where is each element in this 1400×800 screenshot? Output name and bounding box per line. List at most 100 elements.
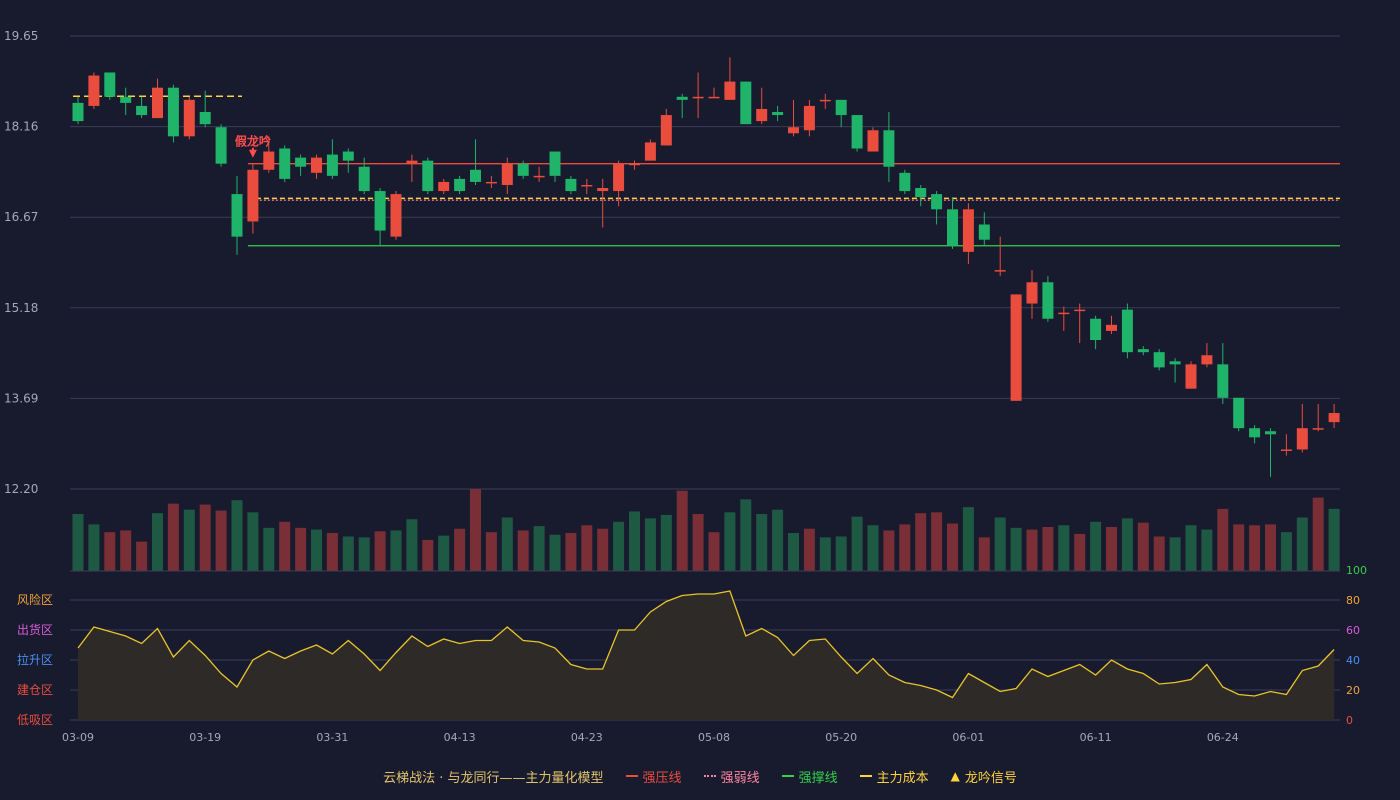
candle-body	[740, 81, 752, 125]
x-tick-label: 03-09	[62, 731, 94, 744]
volume-bar	[708, 532, 720, 571]
osc-zone-label: 拉升区	[17, 652, 53, 667]
volume-bar	[326, 533, 338, 571]
candle-body	[390, 194, 402, 237]
volume-bar	[1153, 536, 1165, 571]
osc-zone-label: 风险区	[17, 592, 53, 607]
candle-body	[819, 99, 831, 102]
candle-body	[613, 163, 625, 192]
candle-body	[533, 175, 545, 178]
candle-body	[581, 184, 593, 187]
candle-body	[1153, 352, 1165, 368]
candle-body	[931, 194, 943, 210]
x-tick-label: 03-31	[316, 731, 348, 744]
candle-body	[88, 75, 100, 106]
volume-bar	[438, 535, 450, 571]
volume-bar	[1137, 522, 1149, 571]
legend-support-label: 强撑线	[798, 770, 838, 786]
legend-cost-label: 主力成本	[876, 770, 929, 786]
volume-bar	[819, 537, 831, 571]
volume-bar	[311, 529, 322, 571]
price-tick-label: 16.67	[4, 210, 38, 224]
candle-body	[549, 151, 561, 176]
candle-body	[644, 142, 656, 161]
x-tick-label: 06-24	[1207, 731, 1239, 744]
x-tick-label: 06-11	[1080, 731, 1112, 744]
volume-bar	[1296, 517, 1308, 571]
legend-pressure-label: 强压线	[642, 770, 682, 786]
volume-bar	[676, 490, 688, 571]
x-tick-label: 06-01	[952, 731, 984, 744]
volume-bar	[660, 514, 672, 571]
osc-tick-label: 20	[1346, 684, 1360, 697]
weak-line-swatch	[703, 775, 716, 777]
volume-bar	[1312, 497, 1324, 571]
legend-cost[interactable]: 主力成本	[859, 767, 929, 786]
osc-tick-label: 40	[1346, 654, 1360, 667]
x-tick-label: 05-20	[825, 731, 857, 744]
candle-body	[629, 163, 640, 166]
candle-body	[565, 178, 577, 192]
candle-body	[788, 127, 799, 134]
volume-bar	[756, 514, 768, 571]
candle-body	[1217, 364, 1229, 398]
volume-bar	[1280, 532, 1292, 571]
volume-bar	[279, 521, 291, 571]
legend-title-text: 云梯战法 · 与龙同行——主力量化模型	[383, 770, 604, 786]
volume-bar	[533, 526, 545, 571]
candle-body	[1328, 412, 1340, 423]
candle-body	[835, 99, 847, 116]
candle-body	[199, 112, 211, 125]
candle-body	[438, 181, 450, 192]
pressure-line-swatch	[625, 775, 638, 777]
legend: 云梯战法 · 与龙同行——主力量化模型 强压线 强弱线 强撑线 主力成本 ▲ 龙…	[0, 764, 1400, 788]
candle-body	[915, 188, 927, 198]
candle-body	[120, 96, 132, 103]
osc-tick-label: 0	[1346, 714, 1353, 727]
candle-body	[1201, 355, 1213, 365]
osc-tick-label: 60	[1346, 624, 1360, 637]
volume-bar	[1249, 525, 1261, 571]
candle-body	[1296, 428, 1308, 450]
volume-bar	[565, 533, 577, 571]
volume-bar	[231, 500, 243, 571]
volume-bar	[199, 504, 211, 571]
candle-body	[136, 105, 148, 116]
candle-body	[295, 157, 307, 167]
price-tick-label: 12.20	[4, 482, 38, 496]
candle-body	[660, 115, 672, 146]
candle-body	[978, 224, 990, 240]
volume-bar	[788, 533, 799, 571]
legend-weak-label: 强弱线	[720, 770, 760, 786]
candle-body	[326, 154, 338, 176]
candle-body	[867, 130, 879, 152]
legend-support[interactable]: 强撑线	[781, 767, 838, 786]
volume-bar	[167, 503, 179, 571]
volume-bar	[501, 517, 513, 571]
volume-bar	[374, 531, 386, 571]
volume-bar	[406, 519, 418, 571]
volume-bar	[724, 512, 736, 571]
volume-bar	[947, 523, 958, 571]
volume-bar	[1328, 508, 1340, 571]
osc-zone-label: 低吸区	[17, 713, 53, 727]
candle-body	[279, 148, 291, 179]
candle-body	[1312, 428, 1324, 430]
volume-bar	[152, 513, 163, 571]
volume-bar	[72, 514, 84, 571]
volume-bar	[1090, 521, 1102, 571]
volume-bar	[120, 530, 132, 571]
volume-bar	[247, 512, 259, 571]
volume-bar	[915, 513, 927, 571]
candle-body	[947, 209, 958, 246]
candle-body	[1042, 282, 1054, 319]
volume-bar	[136, 541, 148, 571]
volume-bar	[1265, 524, 1276, 571]
legend-pressure[interactable]: 强压线	[625, 767, 682, 786]
legend-weak[interactable]: 强弱线	[703, 767, 760, 786]
candle-body	[215, 127, 227, 164]
osc-zone-label: 建仓区	[17, 683, 53, 697]
volume-bar	[899, 524, 911, 571]
candle-body	[803, 105, 815, 131]
legend-signal[interactable]: ▲ 龙吟信号	[951, 767, 1017, 786]
